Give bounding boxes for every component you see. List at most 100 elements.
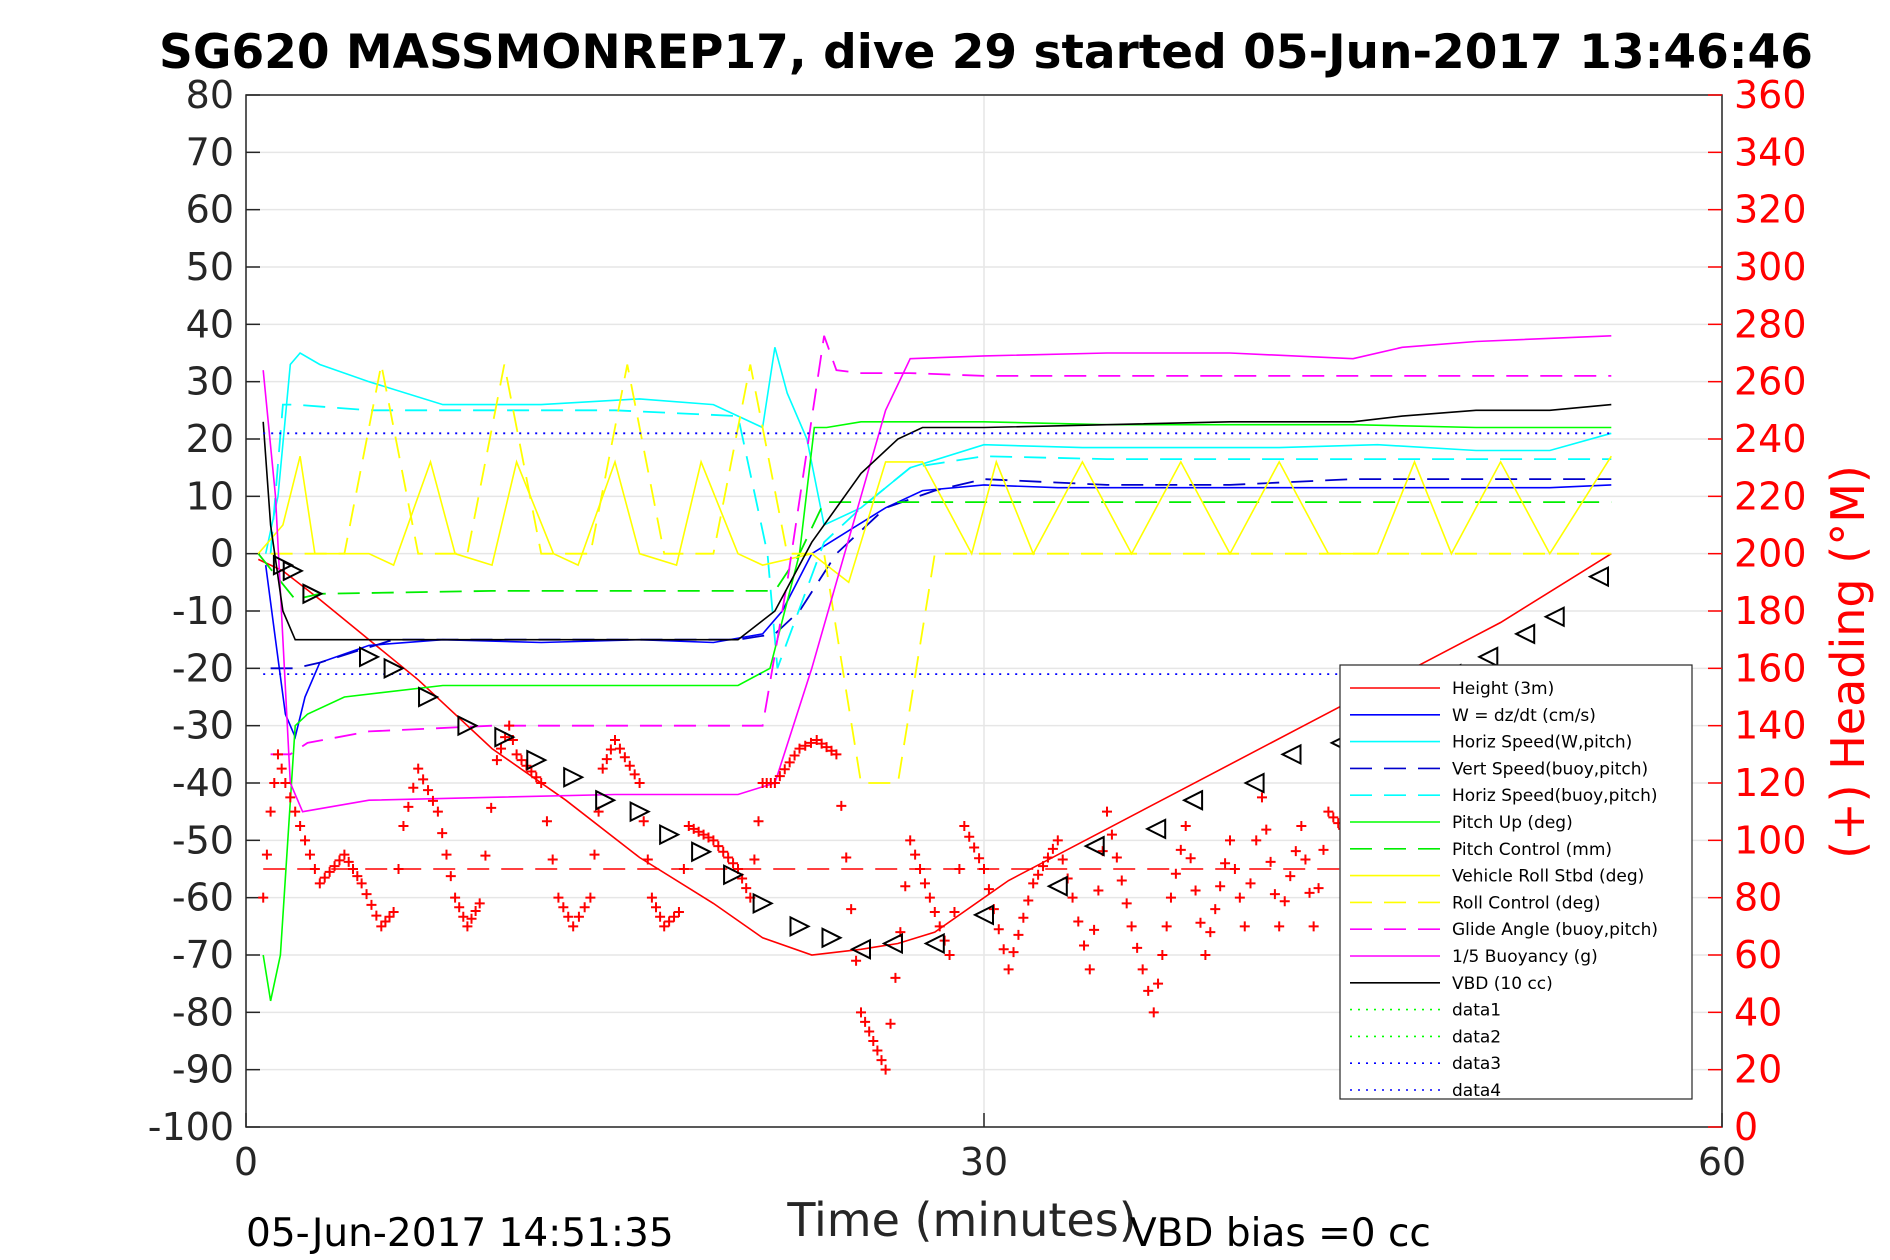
heading-point — [1073, 916, 1084, 927]
heading-point — [491, 755, 502, 766]
legend-label-6: Pitch Control (mm) — [1452, 840, 1612, 860]
heading-point — [678, 864, 689, 874]
heading-point — [432, 806, 443, 817]
heading-point — [314, 878, 325, 889]
heading-point — [1121, 898, 1132, 909]
heading-point — [1300, 854, 1311, 865]
heading-point — [1318, 844, 1329, 855]
left-tick-label: -100 — [148, 1105, 234, 1149]
x-tick-label: 0 — [234, 1140, 258, 1184]
heading-point — [890, 972, 901, 983]
heading-point — [836, 800, 847, 811]
heading-point — [585, 892, 596, 903]
heading-point — [466, 913, 477, 924]
dive-marker — [789, 915, 811, 937]
heading-point — [634, 778, 645, 788]
dive-marker — [563, 766, 585, 788]
heading-point — [437, 828, 448, 839]
heading-point — [541, 816, 552, 827]
legend-label-13: data2 — [1452, 1027, 1501, 1047]
legend-label-5: Pitch Up (deg) — [1452, 813, 1573, 833]
heading-point — [629, 769, 640, 780]
heading-point — [769, 778, 780, 788]
left-tick-label: 70 — [186, 130, 234, 174]
heading-point — [651, 902, 661, 913]
dive-marker — [972, 904, 994, 926]
footer-vbd-bias: VBD bias =0 cc — [1130, 1211, 1431, 1256]
heading-point — [1093, 885, 1104, 896]
dive-marker — [282, 560, 304, 582]
heading-point — [1047, 843, 1058, 854]
legend-label-9: Glide Angle (buoy,pitch) — [1452, 920, 1658, 940]
heading-point — [900, 881, 911, 892]
right-tick-label: 60 — [1734, 933, 1782, 977]
heading-point — [784, 757, 795, 768]
heading-point — [1234, 892, 1245, 903]
heading-point — [1084, 964, 1095, 975]
heading-point — [371, 910, 382, 921]
heading-point — [398, 821, 409, 831]
heading-point — [624, 760, 635, 771]
heading-point — [1067, 892, 1078, 903]
heading-point — [708, 835, 719, 846]
heading-point — [445, 871, 456, 882]
series-line-5 — [262, 420, 1612, 1002]
heading-point — [1229, 864, 1240, 874]
legend-label-0: Height (3m) — [1452, 679, 1554, 699]
right-tick-label: 180 — [1734, 589, 1807, 633]
right-tick-label: 340 — [1734, 130, 1807, 174]
heading-point — [610, 735, 620, 745]
right-tick-label: 80 — [1734, 876, 1782, 920]
heading-point — [295, 821, 306, 831]
left-tick-label: -60 — [172, 876, 234, 920]
heading-point — [1106, 829, 1117, 840]
dive-marker — [821, 927, 843, 949]
heading-point — [348, 864, 359, 874]
heading-point — [718, 846, 729, 857]
heading-point — [969, 842, 980, 853]
heading-point — [1285, 871, 1296, 882]
heading-point — [872, 1045, 883, 1056]
heading-point — [531, 772, 542, 783]
heading-point — [959, 821, 970, 831]
heading-point — [1153, 978, 1164, 989]
heading-point — [876, 1055, 887, 1066]
heading-point — [1190, 885, 1201, 896]
heading-point — [285, 792, 296, 803]
heading-point — [403, 801, 414, 812]
heading-point — [741, 883, 752, 894]
series-layer — [257, 335, 1612, 1002]
heading-point — [563, 911, 574, 922]
heading-point — [526, 766, 537, 777]
left-tick-label: -70 — [172, 933, 234, 977]
legend-label-7: Vehicle Roll Stbd (deg) — [1452, 867, 1644, 887]
heading-point — [413, 763, 424, 774]
heading-point — [1089, 924, 1100, 935]
heading-point — [1175, 844, 1186, 855]
heading-point — [1161, 921, 1172, 932]
dive-marker — [359, 646, 381, 668]
legend-label-8: Roll Control (deg) — [1452, 893, 1600, 913]
heading-point — [723, 852, 734, 863]
legend-label-11: VBD (10 cc) — [1452, 974, 1553, 994]
heading-point — [964, 831, 975, 842]
dive-marker — [629, 801, 651, 823]
heading-point — [441, 849, 452, 860]
heading-point — [470, 906, 481, 917]
left-tick-label: 0 — [210, 532, 234, 576]
heading-point — [1290, 846, 1301, 857]
heading-point — [905, 835, 916, 846]
heading-point — [880, 1064, 891, 1075]
heading-point — [329, 861, 340, 872]
heading-point — [366, 899, 377, 910]
legend-label-4: Horiz Speed(buoy,pitch) — [1452, 786, 1658, 806]
heading-point — [511, 749, 522, 760]
right-tick-label: 220 — [1734, 474, 1807, 518]
right-tick-label: 0 — [1734, 1105, 1758, 1149]
heading-point — [794, 743, 805, 754]
left-tick-label: 50 — [186, 245, 234, 289]
heading-point — [1225, 835, 1235, 846]
heading-point — [728, 858, 739, 869]
heading-point — [280, 778, 291, 788]
left-tick-label: 30 — [186, 360, 234, 404]
